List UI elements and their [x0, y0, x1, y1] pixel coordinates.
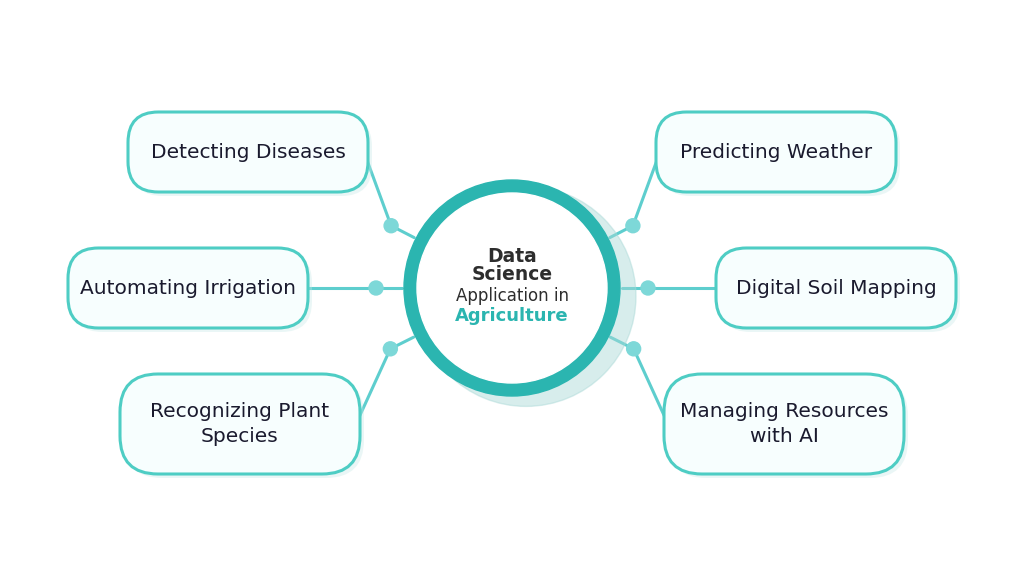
Circle shape	[369, 281, 383, 295]
Circle shape	[404, 180, 620, 396]
Text: Predicting Weather: Predicting Weather	[680, 142, 872, 161]
FancyBboxPatch shape	[716, 248, 956, 328]
FancyBboxPatch shape	[124, 378, 364, 478]
Circle shape	[417, 193, 607, 383]
Circle shape	[384, 219, 398, 233]
Circle shape	[627, 342, 641, 356]
FancyBboxPatch shape	[128, 112, 368, 192]
Text: Application in: Application in	[456, 287, 568, 305]
FancyBboxPatch shape	[656, 112, 896, 192]
Circle shape	[626, 219, 640, 233]
FancyBboxPatch shape	[720, 252, 961, 332]
FancyBboxPatch shape	[664, 374, 904, 474]
Text: Data: Data	[487, 247, 537, 266]
FancyBboxPatch shape	[668, 378, 908, 478]
Text: Digital Soil Mapping: Digital Soil Mapping	[735, 279, 936, 297]
FancyBboxPatch shape	[660, 116, 900, 196]
Circle shape	[641, 281, 655, 295]
FancyBboxPatch shape	[132, 116, 372, 196]
Text: Automating Irrigation: Automating Irrigation	[80, 279, 296, 297]
Circle shape	[383, 342, 397, 356]
Text: Agriculture: Agriculture	[456, 307, 568, 325]
Text: Detecting Diseases: Detecting Diseases	[151, 142, 345, 161]
FancyBboxPatch shape	[120, 374, 360, 474]
Text: Managing Resources
with AI: Managing Resources with AI	[680, 402, 888, 446]
Circle shape	[416, 187, 636, 407]
Text: Recognizing Plant
Species: Recognizing Plant Species	[151, 402, 330, 446]
Text: Science: Science	[471, 264, 553, 283]
FancyBboxPatch shape	[72, 252, 312, 332]
FancyBboxPatch shape	[68, 248, 308, 328]
